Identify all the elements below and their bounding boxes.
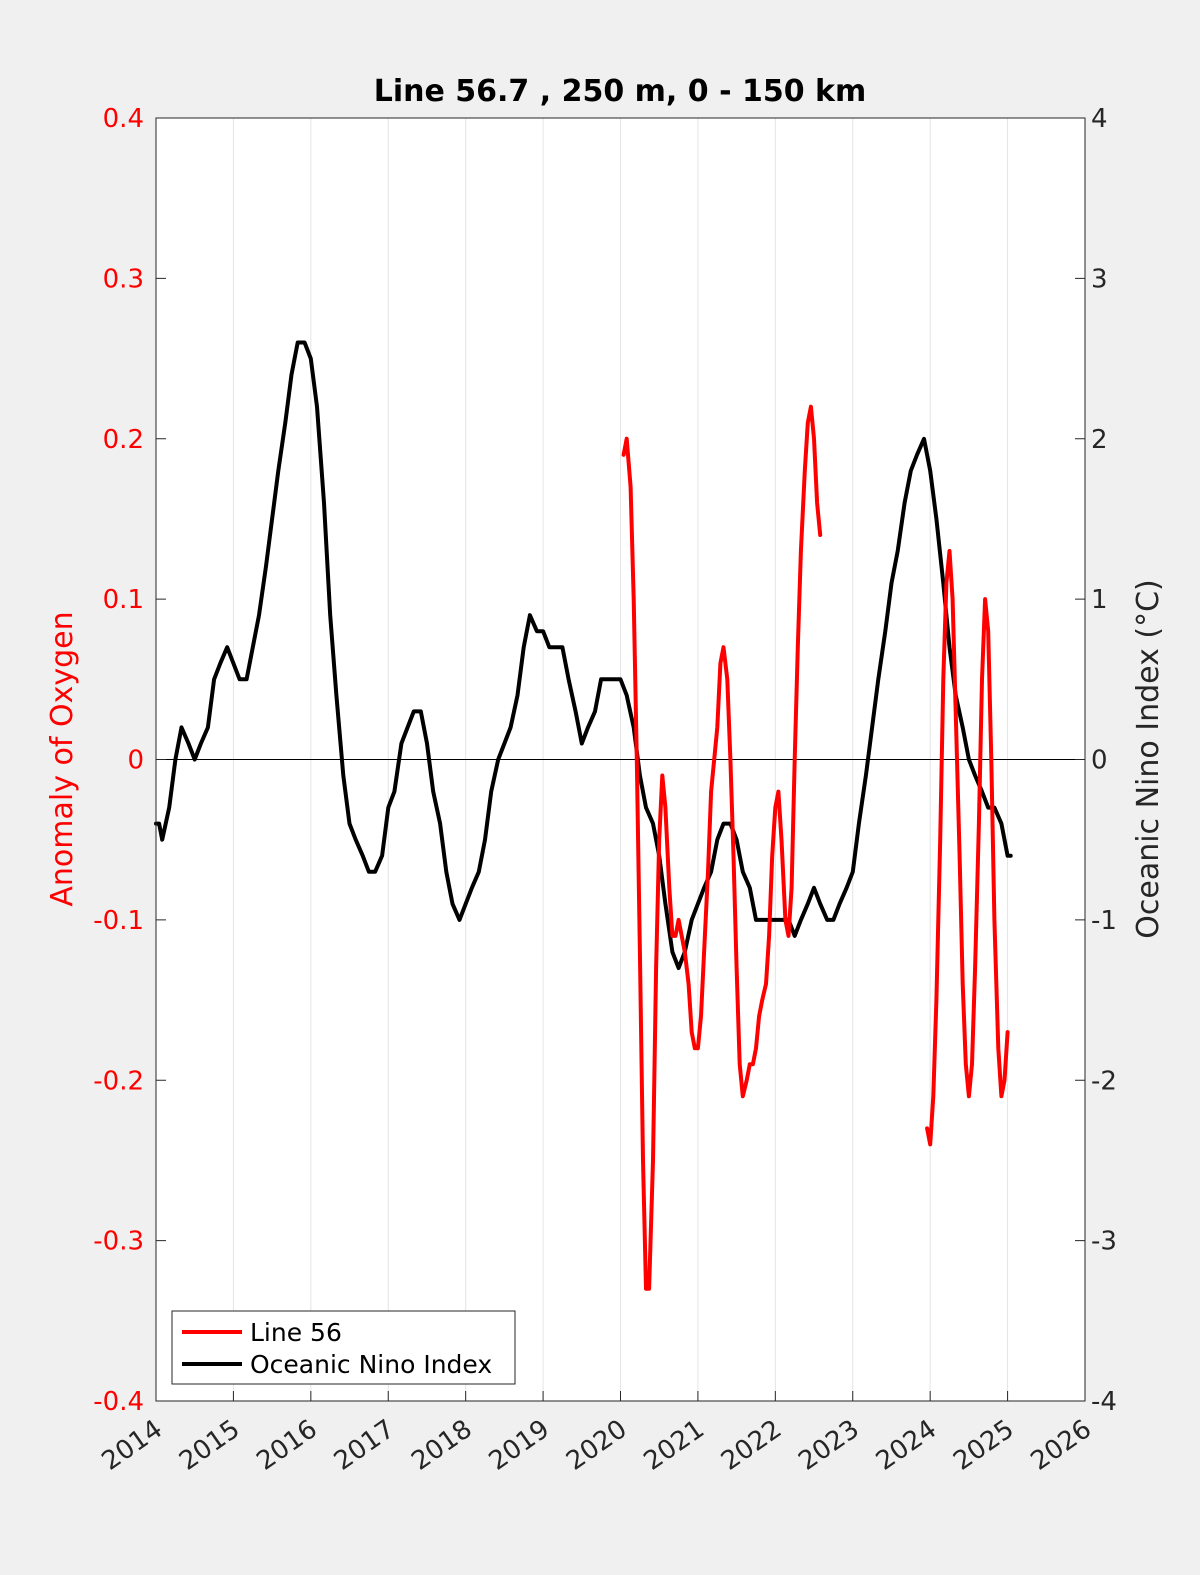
y-right-tick-label-4: 4 [1091,104,1108,134]
series-layer [154,340,1013,1291]
right-axis: 4 3 2 1 0 -1 -2 -3 -4 [1075,104,1117,1417]
y-left-tick-label-0.1: 0.1 [103,585,144,615]
legend-label-line56: Line 56 [250,1318,342,1347]
y-right-tick-label-3: 3 [1091,264,1108,294]
y-left-tick-label-0: 0 [127,746,144,776]
y-right-tick-label--1: -1 [1091,906,1117,936]
y-right-tick-label--3: -3 [1091,1227,1117,1257]
y-left-tick-label--0.1: -0.1 [93,906,144,936]
y-right-tick-label--2: -2 [1091,1066,1117,1096]
y-right-tick-label-0: 0 [1091,746,1108,776]
series-line-oceanic-nino-index [154,340,1013,970]
y-left-tick-label--0.3: -0.3 [93,1227,144,1257]
legend: Line 56 Oceanic Nino Index [171,1310,516,1385]
legend-box [171,1310,516,1385]
left-axis: 0.4 0.3 0.2 0.1 0 -0.1 -0.2 -0.3 -0.4 [93,104,166,1417]
series-line-line56-segment-2 [925,549,1010,1147]
y-right-tick-label--4: -4 [1091,1387,1117,1417]
y-left-tick-label--0.2: -0.2 [93,1066,144,1096]
y-left-tick-label-0.4: 0.4 [103,104,144,134]
y-right-tick-label-2: 2 [1091,425,1108,455]
y-left-tick-label-0.3: 0.3 [103,264,144,294]
legend-label-oni: Oceanic Nino Index [250,1350,492,1379]
y-axis-right-label: Oceanic Nino Index (°C) [1131,579,1166,939]
y-right-tick-label-1: 1 [1091,585,1108,615]
chart-title: Line 56.7 , 250 m, 0 - 150 km [374,74,867,109]
y-axis-left-label: Anomaly of Oxygen [45,611,80,906]
y-left-tick-label--0.4: -0.4 [93,1387,144,1417]
y-left-tick-label-0.2: 0.2 [103,425,144,455]
series-line-line56-segment-1 [621,404,823,1291]
